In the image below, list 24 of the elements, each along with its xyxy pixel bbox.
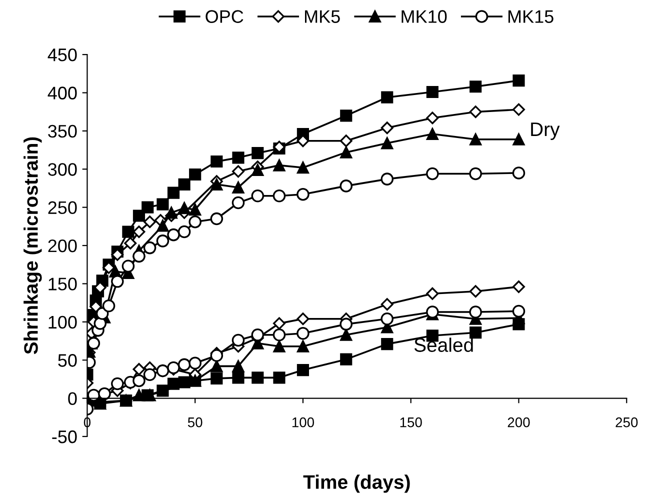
annotation: Sealed xyxy=(414,338,473,352)
legend-label: MK5 xyxy=(305,10,340,23)
x-tick-label: 250 xyxy=(616,417,638,428)
annotation: Dry xyxy=(531,122,560,140)
x-axis-title: Time (days) xyxy=(303,474,410,493)
y-tick-label: 150 xyxy=(48,278,77,290)
y-tick-label: -50 xyxy=(52,430,77,444)
y-tick-label: 450 xyxy=(48,48,77,62)
x-tick-label: 150 xyxy=(400,417,422,428)
y-tick-label: 50 xyxy=(58,354,77,367)
y-tick-label: 250 xyxy=(48,201,77,214)
legend-label: OPC xyxy=(206,10,244,23)
y-tick-label: 0 xyxy=(68,392,77,406)
x-tick-label: 100 xyxy=(292,417,314,428)
y-tick-label: 300 xyxy=(48,163,77,176)
x-tick-label: 200 xyxy=(508,417,530,428)
y-tick-label: 400 xyxy=(48,86,77,100)
legend-label: MK10 xyxy=(402,10,447,23)
y-tick-label: 200 xyxy=(48,239,77,252)
y-tick-label: 100 xyxy=(48,316,77,329)
x-tick-label: 50 xyxy=(188,417,202,428)
legend-label: MK15 xyxy=(508,10,554,23)
y-tick-label: 350 xyxy=(48,124,77,138)
y-axis-title: Shrinkage (microstrain) xyxy=(24,137,42,354)
